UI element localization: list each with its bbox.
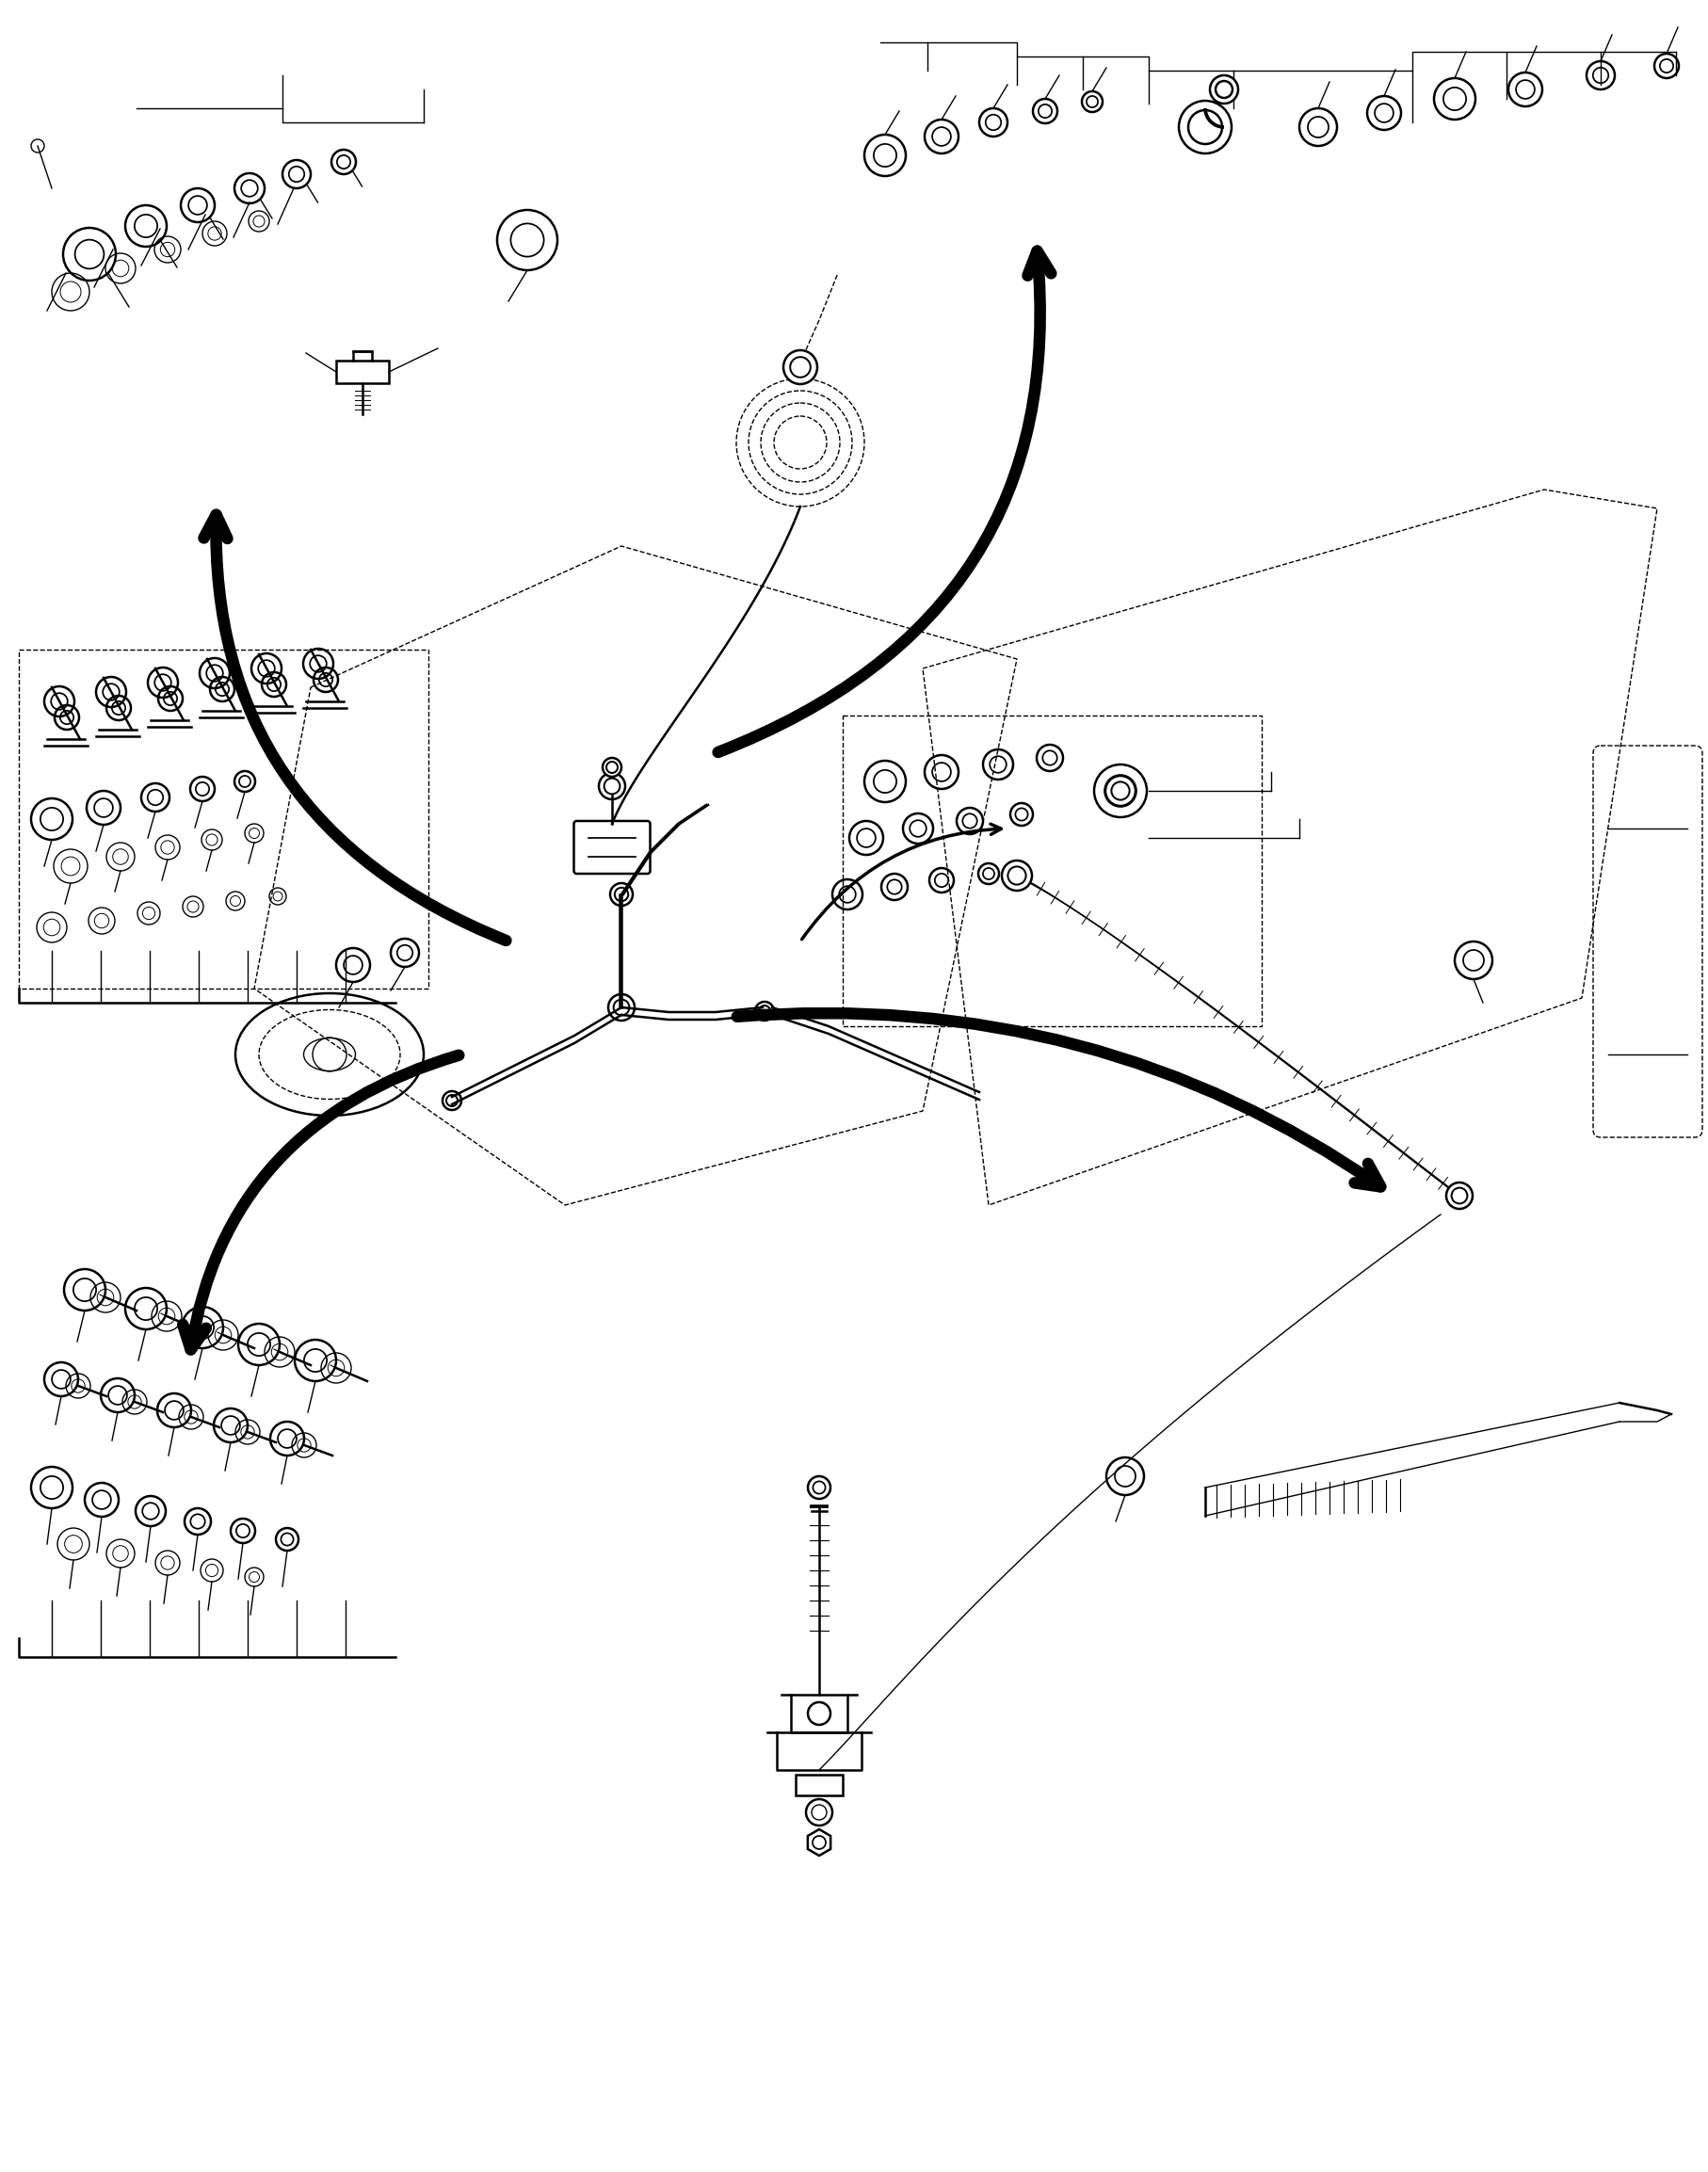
Circle shape [806,1798,832,1824]
FancyBboxPatch shape [796,1775,842,1796]
Circle shape [1445,1182,1472,1210]
FancyBboxPatch shape [574,821,649,873]
Circle shape [755,1001,774,1021]
Circle shape [442,1090,461,1110]
Circle shape [610,884,632,906]
Circle shape [603,758,622,778]
Circle shape [1105,775,1134,806]
Circle shape [598,773,625,799]
FancyBboxPatch shape [336,361,389,382]
Circle shape [1001,860,1032,891]
Circle shape [782,350,816,384]
Circle shape [1179,100,1231,154]
Circle shape [1093,765,1146,817]
Bar [842,715,1261,1025]
Circle shape [608,995,634,1021]
Bar [19,649,429,988]
Circle shape [1209,76,1238,104]
Circle shape [808,1703,830,1725]
